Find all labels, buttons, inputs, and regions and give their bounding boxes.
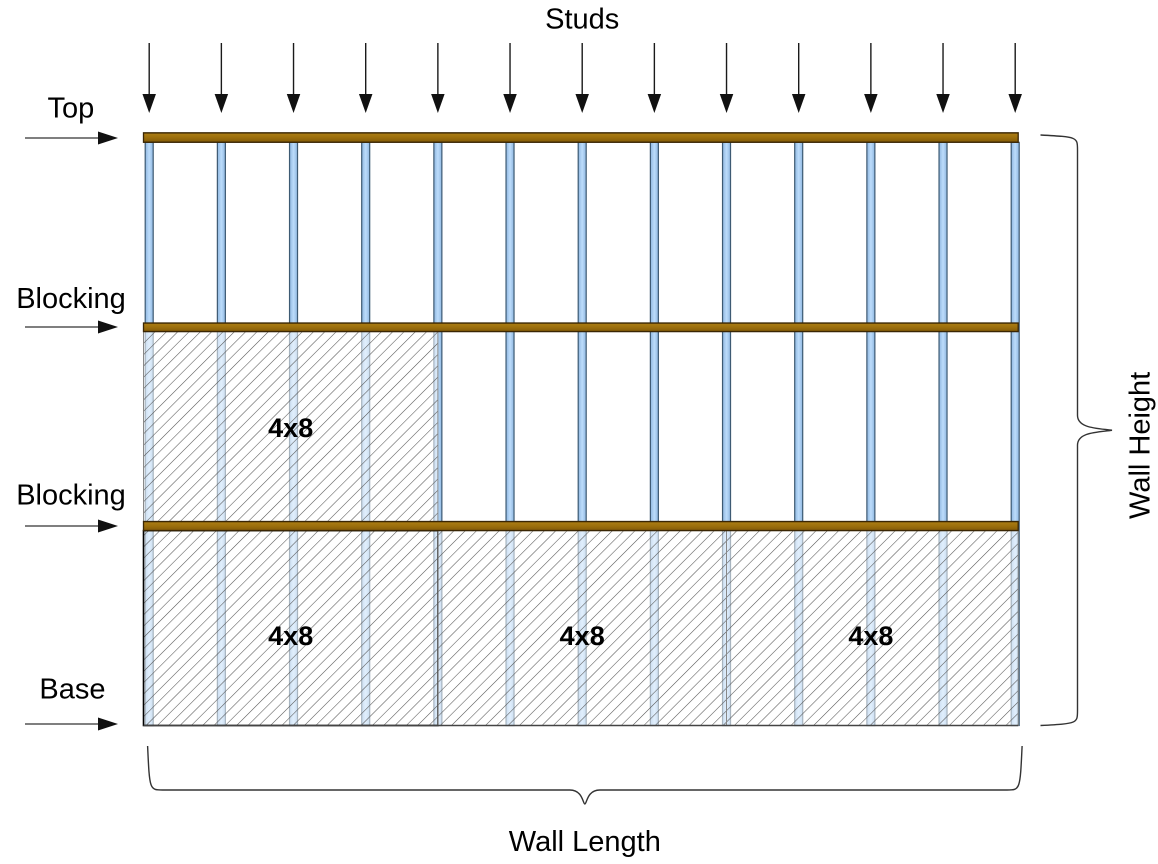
svg-text:Base: Base <box>39 674 105 706</box>
svg-text:Wall Length: Wall Length <box>509 826 661 858</box>
svg-text:4x8: 4x8 <box>268 621 313 651</box>
svg-text:Top: Top <box>48 92 95 124</box>
svg-text:4x8: 4x8 <box>560 621 605 651</box>
svg-text:4x8: 4x8 <box>848 621 893 651</box>
svg-text:4x8: 4x8 <box>268 413 313 443</box>
svg-text:Blocking: Blocking <box>16 480 126 512</box>
svg-text:Wall Height: Wall Height <box>1124 372 1156 519</box>
svg-text:Blocking: Blocking <box>16 283 126 315</box>
svg-text:Studs: Studs <box>545 4 619 36</box>
